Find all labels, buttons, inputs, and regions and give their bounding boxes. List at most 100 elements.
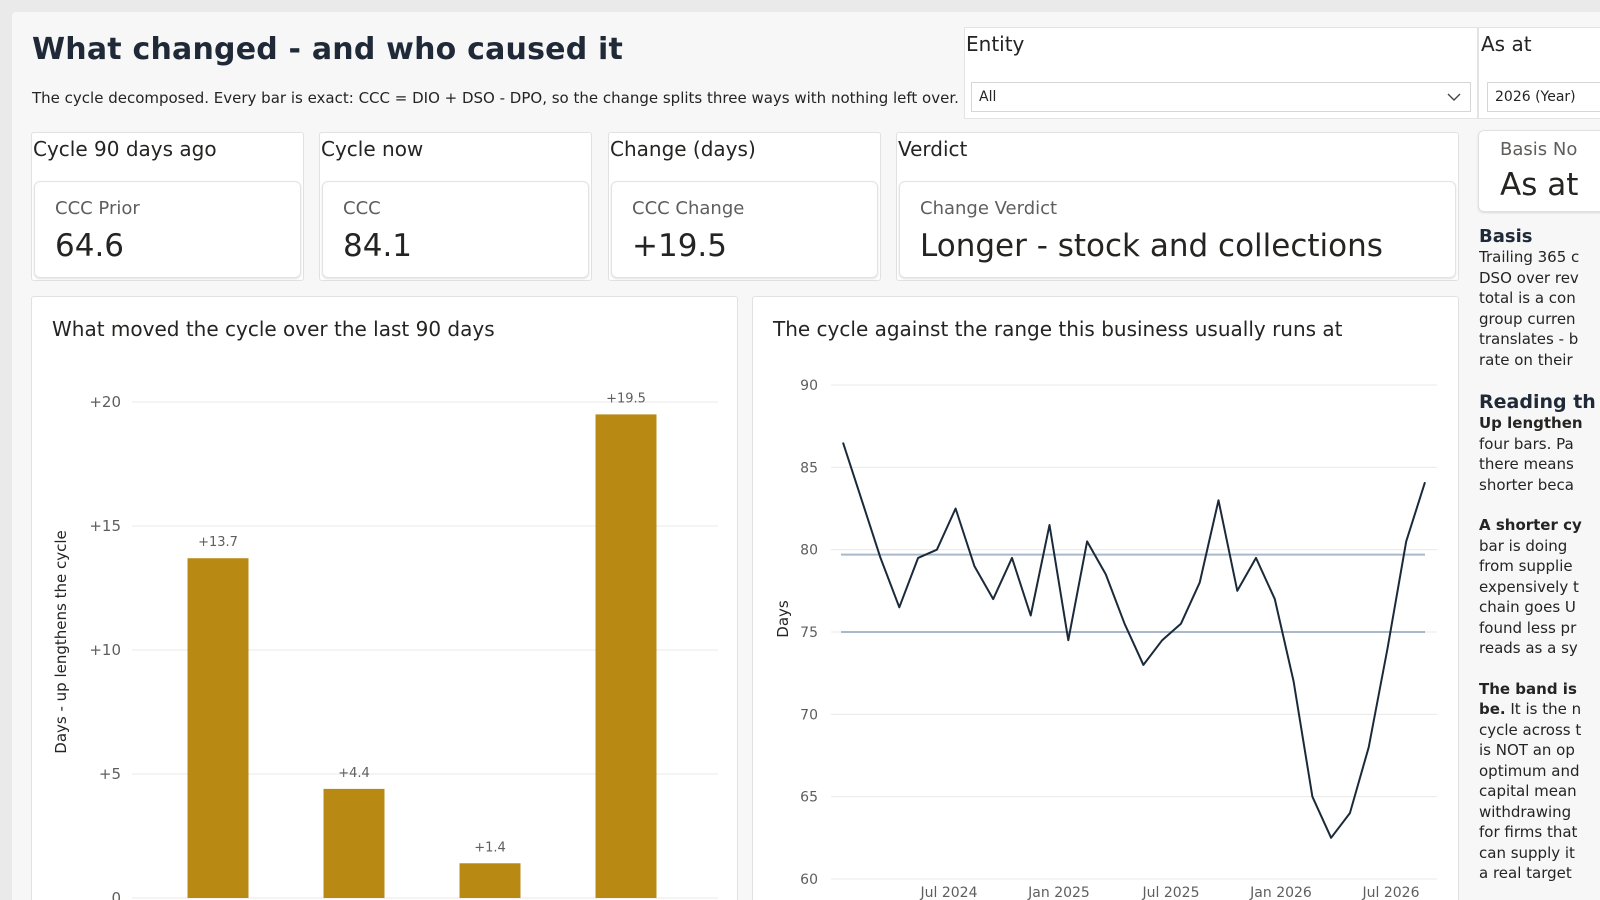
text-line: there means	[1479, 455, 1574, 473]
page-title: What changed - and who caused it	[32, 32, 624, 67]
kpi-card-label: CCC Prior	[55, 198, 140, 219]
reading-paragraph-3: The band is be. It is the n cycle across…	[1479, 679, 1600, 884]
kpi-card-cycle-prior: Cycle 90 days ago CCC Prior 64.6	[31, 132, 304, 281]
text-line-bold: A shorter cy	[1479, 516, 1582, 534]
text-line: withdrawing	[1479, 802, 1572, 821]
bar-chart-bar	[459, 863, 521, 898]
line-chart-y-tick-label: 85	[800, 460, 818, 476]
bar-chart-data-label: +4.4	[338, 766, 370, 781]
text-line: DSO over rev	[1479, 268, 1579, 287]
bar-chart-bar	[323, 788, 385, 898]
kpi-card-value: 84.1	[343, 228, 413, 264]
bar-chart-y-tick-label: +10	[89, 641, 121, 659]
line-chart-x-tick-label: Jan 2026	[1249, 885, 1312, 900]
bar-chart-visual: What moved the cycle over the last 90 da…	[31, 296, 738, 900]
reading-paragraph-1: Up lengthen four bars. Pa there means sh…	[1479, 413, 1600, 495]
line-chart-y-tick-label: 75	[800, 625, 818, 641]
line-chart-svg: 60 65 70 75 80 85 90 Jul 2024 Jan 2025 Jul 2025 J…	[774, 378, 1437, 900]
kpi-card-body: CCC Change +19.5	[611, 181, 878, 278]
as-at-dropdown[interactable]: 2026 (Year)	[1487, 82, 1600, 112]
bar-chart-y-tick-label: 0	[111, 889, 121, 900]
entity-dropdown-value: All	[979, 89, 997, 105]
line-chart-series-line	[842, 442, 1426, 839]
line-chart-visual: The cycle against the range this busines…	[752, 296, 1459, 900]
basis-heading: Basis	[1479, 226, 1533, 247]
text-line-bold: Up lengthen	[1479, 414, 1583, 432]
kpi-card-verdict: Verdict Change Verdict Longer - stock an…	[896, 132, 1459, 281]
line-chart-x-tick-label: Jul 2024	[920, 885, 978, 900]
text-line: optimum and	[1479, 761, 1580, 780]
text-line: a real target	[1479, 864, 1572, 882]
text-line: bar is doing	[1479, 536, 1568, 555]
bar-chart-title: What moved the cycle over the last 90 da…	[52, 317, 495, 341]
line-chart-y-tick-label: 65	[800, 790, 818, 806]
text-line: be. It is the n	[1479, 699, 1600, 720]
line-chart-x-tick-label: Jan 2025	[1027, 885, 1090, 900]
kpi-card-title: Change (days)	[610, 137, 756, 161]
text-line: cycle across t	[1479, 720, 1582, 739]
kpi-card-title: Verdict	[898, 137, 968, 161]
text-line: is NOT an op	[1479, 741, 1575, 759]
entity-slicer-label: Entity	[966, 32, 1025, 56]
line-chart-x-tick-label: Jul 2026	[1362, 885, 1420, 900]
bar-chart-data-label: +19.5	[606, 391, 646, 406]
kpi-card-body: CCC 84.1	[322, 181, 589, 278]
text-line: from supplie	[1479, 557, 1573, 575]
line-chart-y-tick-label: 70	[800, 707, 818, 723]
text-line: translates - b	[1479, 330, 1579, 348]
kpi-card-label: CCC	[343, 198, 381, 219]
kpi-card-body: CCC Prior 64.6	[34, 181, 301, 278]
line-chart-title: The cycle against the range this busines…	[773, 317, 1343, 341]
bar-chart-svg: 0 +5 +10 +15 +20 +13.7 +4.4 +1.4 +19.5 Days - u…	[52, 391, 718, 900]
entity-dropdown[interactable]: All	[971, 82, 1471, 112]
bar-chart-data-label: +13.7	[198, 535, 238, 550]
chevron-down-icon[interactable]	[1446, 89, 1462, 109]
line-chart-y-tick-label: 60	[800, 872, 818, 888]
text-line: rate on their	[1479, 350, 1573, 369]
line-chart-y-tick-label: 90	[800, 378, 818, 394]
line-chart-y-axis-label: Days	[774, 600, 792, 638]
kpi-card-label: CCC Change	[632, 198, 745, 219]
text-bold: be.	[1479, 700, 1506, 718]
text-line: capital mean	[1479, 782, 1577, 800]
basis-card: Basis No As at	[1478, 130, 1600, 212]
as-at-dropdown-value: 2026 (Year)	[1495, 89, 1576, 105]
text-line: reads as a sy	[1479, 639, 1578, 657]
kpi-card-value: +19.5	[632, 228, 727, 264]
bar-chart-y-tick-label: +5	[99, 765, 121, 783]
kpi-card-value: Longer - stock and collections	[920, 228, 1383, 264]
kpi-card-change: Change (days) CCC Change +19.5	[608, 132, 881, 281]
kpi-card-title: Cycle 90 days ago	[33, 137, 217, 161]
basis-card-value: As at	[1500, 167, 1579, 203]
bar-chart-bar	[187, 558, 249, 898]
bar-chart-data-label: +1.4	[474, 840, 506, 855]
kpi-card-value: 64.6	[55, 228, 125, 264]
bar-chart-bar	[595, 414, 657, 898]
kpi-card-body: Change Verdict Longer - stock and collec…	[899, 181, 1456, 278]
text-line: found less pr	[1479, 618, 1577, 637]
text-line: can supply it	[1479, 843, 1575, 862]
text-line: shorter beca	[1479, 475, 1574, 494]
reading-heading: Reading th	[1479, 391, 1596, 413]
page-subtitle: The cycle decomposed. Every bar is exact…	[32, 89, 959, 107]
side-text-panel: Basis Trailing 365 c DSO over rev total …	[1479, 226, 1600, 900]
report-canvas: What changed - and who caused it The cyc…	[12, 12, 1600, 900]
text-line: total is a con	[1479, 289, 1576, 307]
as-at-slicer-label: As at	[1481, 32, 1532, 56]
text-line: for firms that	[1479, 823, 1578, 841]
reading-paragraph-2: A shorter cy bar is doing from supplie e…	[1479, 515, 1600, 659]
text-line: expensively t	[1479, 577, 1579, 596]
as-at-slicer: As at 2026 (Year)	[1478, 27, 1600, 119]
kpi-card-label: Change Verdict	[920, 198, 1058, 219]
basis-card-label: Basis No	[1500, 139, 1578, 160]
basis-paragraph: Trailing 365 c DSO over rev total is a c…	[1479, 247, 1600, 370]
text-line: Trailing 365 c	[1479, 248, 1580, 266]
text-line-bold: The band is	[1479, 679, 1577, 698]
entity-slicer: Entity All	[964, 27, 1478, 119]
kpi-card-cycle-now: Cycle now CCC 84.1	[319, 132, 592, 281]
bar-chart-y-axis-label: Days - up lengthens the cycle	[52, 530, 70, 753]
bar-chart-y-tick-label: +20	[89, 393, 121, 411]
kpi-card-title: Cycle now	[321, 137, 424, 161]
text-line: four bars. Pa	[1479, 434, 1574, 453]
line-chart-x-tick-label: Jul 2025	[1142, 885, 1200, 900]
